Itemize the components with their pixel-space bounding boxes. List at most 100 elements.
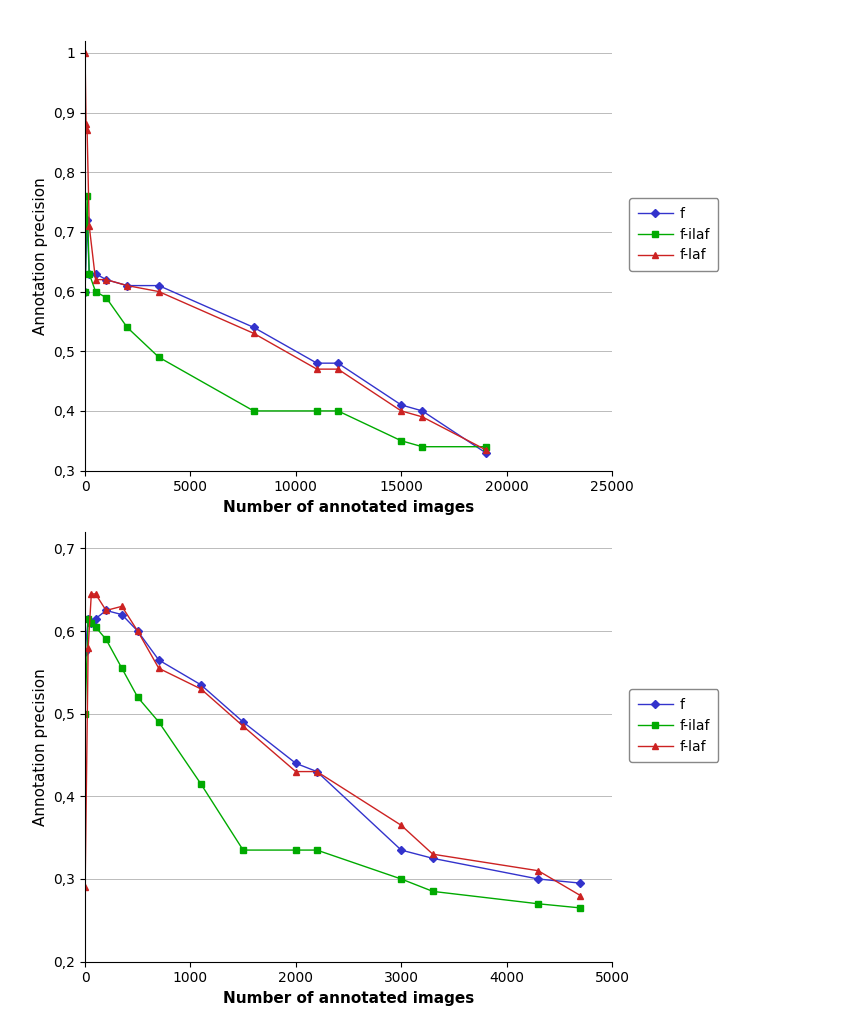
Line: f-ilaf: f-ilaf xyxy=(82,193,488,449)
f-ilaf xyxy=(90,285,100,298)
f xyxy=(80,646,90,658)
f-laf xyxy=(312,765,322,777)
f-laf xyxy=(154,285,164,298)
f-ilaf xyxy=(575,902,586,915)
Line: f: f xyxy=(82,217,488,455)
f-ilaf xyxy=(84,267,94,279)
f-ilaf xyxy=(238,844,248,856)
f-laf xyxy=(196,682,206,695)
f xyxy=(154,279,164,292)
f-ilaf xyxy=(312,405,322,417)
f-ilaf xyxy=(101,633,111,646)
f xyxy=(396,399,406,411)
f xyxy=(312,765,322,777)
Line: f-laf: f-laf xyxy=(82,591,583,898)
f-laf xyxy=(575,889,586,901)
f-ilaf xyxy=(86,617,96,629)
f xyxy=(84,267,94,279)
f-laf xyxy=(86,588,96,601)
f xyxy=(533,873,543,885)
Line: f-ilaf: f-ilaf xyxy=(82,616,583,910)
f-laf xyxy=(84,220,94,232)
f-laf xyxy=(396,405,406,417)
f xyxy=(90,267,100,279)
f-ilaf xyxy=(417,441,428,453)
f-ilaf xyxy=(82,190,92,203)
Y-axis label: Annotation precision: Annotation precision xyxy=(32,177,48,335)
Line: f-laf: f-laf xyxy=(82,50,488,452)
f xyxy=(101,605,111,617)
f-ilaf xyxy=(248,405,258,417)
f xyxy=(86,617,96,629)
f xyxy=(122,279,133,292)
f-laf xyxy=(248,327,258,340)
f-laf xyxy=(83,641,94,654)
f-ilaf xyxy=(80,285,90,298)
f xyxy=(80,285,90,298)
f xyxy=(83,613,94,625)
f-laf xyxy=(133,625,143,637)
f-ilaf xyxy=(428,885,438,897)
f xyxy=(396,844,406,856)
f-ilaf xyxy=(90,621,100,633)
f xyxy=(133,625,143,637)
f-laf xyxy=(81,119,91,131)
f-laf xyxy=(291,765,301,777)
f-laf xyxy=(90,273,100,285)
f-ilaf xyxy=(312,844,322,856)
f xyxy=(154,654,164,666)
f-ilaf xyxy=(396,873,406,885)
f-laf xyxy=(80,881,90,893)
f-laf xyxy=(428,848,438,860)
f-ilaf xyxy=(154,716,164,728)
f xyxy=(291,757,301,769)
f-ilaf xyxy=(116,662,127,674)
Y-axis label: Annotation precision: Annotation precision xyxy=(32,668,48,826)
f xyxy=(116,609,127,621)
f xyxy=(417,405,428,417)
f-laf xyxy=(101,605,111,617)
f xyxy=(90,613,100,625)
f xyxy=(196,678,206,691)
f xyxy=(480,446,490,458)
f-ilaf xyxy=(122,321,133,333)
f-laf xyxy=(417,410,428,424)
f-laf xyxy=(154,662,164,674)
f-ilaf xyxy=(154,351,164,363)
f-laf xyxy=(101,273,111,285)
f xyxy=(312,357,322,369)
f-laf xyxy=(90,588,100,601)
f-ilaf xyxy=(133,692,143,704)
f xyxy=(238,716,248,728)
f-laf xyxy=(396,819,406,832)
X-axis label: Number of annotated images: Number of annotated images xyxy=(223,991,474,1006)
f-ilaf xyxy=(196,777,206,790)
f-laf xyxy=(238,720,248,732)
f-laf xyxy=(80,47,90,59)
Line: f: f xyxy=(82,608,583,886)
f-ilaf xyxy=(80,708,90,720)
f-laf xyxy=(533,864,543,877)
f-laf xyxy=(333,363,343,375)
f xyxy=(248,321,258,333)
f-laf xyxy=(122,279,133,292)
f-ilaf xyxy=(396,435,406,447)
f-laf xyxy=(312,363,322,375)
f-ilaf xyxy=(101,292,111,304)
f xyxy=(101,273,111,285)
f xyxy=(428,852,438,864)
f-ilaf xyxy=(333,405,343,417)
f xyxy=(333,357,343,369)
f-ilaf xyxy=(533,897,543,909)
f-ilaf xyxy=(83,613,94,625)
f-laf xyxy=(82,125,92,137)
f xyxy=(82,214,92,226)
f-ilaf xyxy=(480,441,490,453)
f xyxy=(575,877,586,889)
Legend: f, f-ilaf, f-laf: f, f-ilaf, f-laf xyxy=(630,690,718,762)
f-ilaf xyxy=(291,844,301,856)
f-laf xyxy=(116,601,127,613)
Legend: f, f-ilaf, f-laf: f, f-ilaf, f-laf xyxy=(630,198,718,271)
X-axis label: Number of annotated images: Number of annotated images xyxy=(223,500,474,515)
f-laf xyxy=(480,444,490,456)
